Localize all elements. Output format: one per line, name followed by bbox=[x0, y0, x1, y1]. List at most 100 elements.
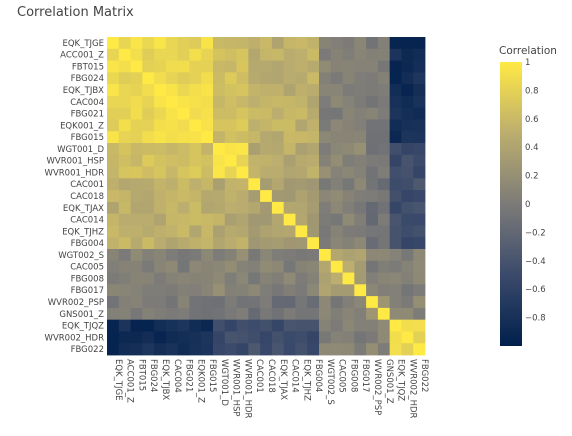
heatmap-cell[interactable] bbox=[236, 284, 249, 297]
heatmap-cell[interactable] bbox=[236, 143, 249, 156]
heatmap-cell[interactable] bbox=[271, 307, 285, 321]
heatmap-cell[interactable] bbox=[389, 319, 402, 332]
heatmap-cell[interactable] bbox=[330, 249, 343, 262]
heatmap-cell[interactable] bbox=[177, 178, 190, 191]
heatmap-cell[interactable] bbox=[342, 72, 355, 85]
heatmap-cell[interactable] bbox=[154, 343, 167, 356]
heatmap-cell[interactable] bbox=[283, 249, 296, 262]
heatmap-cell[interactable] bbox=[224, 95, 237, 109]
heatmap-cell[interactable] bbox=[165, 260, 179, 273]
heatmap-cell[interactable] bbox=[260, 213, 273, 226]
heatmap-cell[interactable] bbox=[307, 343, 320, 356]
heatmap-cell[interactable] bbox=[319, 84, 332, 97]
heatmap-cell[interactable] bbox=[413, 48, 426, 61]
heatmap-cell[interactable] bbox=[165, 60, 179, 73]
heatmap-cell[interactable] bbox=[377, 119, 391, 132]
heatmap-cell[interactable] bbox=[248, 166, 261, 179]
heatmap-cell[interactable] bbox=[354, 143, 367, 156]
heatmap-cell[interactable] bbox=[366, 249, 379, 262]
heatmap-cell[interactable] bbox=[130, 343, 143, 356]
heatmap-cell[interactable] bbox=[213, 225, 226, 238]
heatmap-cell[interactable] bbox=[389, 213, 402, 226]
heatmap-cell[interactable] bbox=[189, 296, 202, 309]
heatmap-cell[interactable] bbox=[389, 201, 402, 215]
heatmap-cell[interactable] bbox=[283, 284, 296, 297]
heatmap-cell[interactable] bbox=[118, 331, 131, 344]
heatmap-cell[interactable] bbox=[307, 107, 320, 120]
heatmap-cell[interactable] bbox=[224, 178, 237, 191]
heatmap-cell[interactable] bbox=[189, 166, 202, 179]
heatmap-cell[interactable] bbox=[213, 131, 226, 144]
heatmap-cell[interactable] bbox=[342, 249, 355, 262]
heatmap-cell[interactable] bbox=[366, 225, 379, 238]
heatmap-cell[interactable] bbox=[224, 107, 237, 120]
heatmap-cell[interactable] bbox=[177, 307, 190, 321]
heatmap-cell[interactable] bbox=[213, 249, 226, 262]
heatmap-cell[interactable] bbox=[248, 201, 261, 215]
heatmap-cell[interactable] bbox=[271, 249, 285, 262]
heatmap-cell[interactable] bbox=[248, 225, 261, 238]
heatmap-cell[interactable] bbox=[295, 284, 308, 297]
heatmap-cell[interactable] bbox=[189, 284, 202, 297]
heatmap-cell[interactable] bbox=[154, 331, 167, 344]
heatmap-cell[interactable] bbox=[107, 154, 120, 167]
heatmap-cell[interactable] bbox=[330, 37, 343, 50]
heatmap-cell[interactable] bbox=[165, 143, 179, 156]
heatmap-cell[interactable] bbox=[165, 107, 179, 120]
heatmap-cell[interactable] bbox=[354, 154, 367, 167]
heatmap-cell[interactable] bbox=[342, 307, 355, 321]
heatmap-cell[interactable] bbox=[107, 107, 120, 120]
heatmap-cell[interactable] bbox=[307, 143, 320, 156]
heatmap-cell[interactable] bbox=[366, 143, 379, 156]
heatmap-cell[interactable] bbox=[130, 72, 143, 85]
heatmap-cell[interactable] bbox=[413, 260, 426, 273]
heatmap-cell[interactable] bbox=[319, 37, 332, 50]
heatmap-cell[interactable] bbox=[107, 190, 120, 203]
heatmap-cell[interactable] bbox=[413, 95, 426, 109]
heatmap-cell[interactable] bbox=[342, 201, 355, 215]
heatmap-cell[interactable] bbox=[201, 154, 214, 167]
heatmap-cell[interactable] bbox=[413, 213, 426, 226]
heatmap-cell[interactable] bbox=[295, 166, 308, 179]
heatmap-cell[interactable] bbox=[330, 201, 343, 215]
heatmap-cell[interactable] bbox=[248, 48, 261, 61]
heatmap-cell[interactable] bbox=[201, 143, 214, 156]
heatmap-cell[interactable] bbox=[401, 249, 414, 262]
heatmap-cell[interactable] bbox=[248, 154, 261, 167]
heatmap-cell[interactable] bbox=[236, 154, 249, 167]
heatmap-cell[interactable] bbox=[118, 296, 131, 309]
heatmap-cell[interactable] bbox=[201, 84, 214, 97]
heatmap-cell[interactable] bbox=[389, 260, 402, 273]
heatmap-cell[interactable] bbox=[213, 95, 226, 109]
heatmap-cell[interactable] bbox=[307, 260, 320, 273]
heatmap-cell[interactable] bbox=[213, 72, 226, 85]
heatmap-cell[interactable] bbox=[189, 95, 202, 109]
heatmap-cell[interactable] bbox=[260, 37, 273, 50]
heatmap-cell[interactable] bbox=[342, 343, 355, 356]
heatmap-cell[interactable] bbox=[271, 260, 285, 273]
heatmap-cell[interactable] bbox=[377, 260, 391, 273]
heatmap-cell[interactable] bbox=[295, 225, 308, 238]
heatmap-cell[interactable] bbox=[295, 119, 308, 132]
heatmap-cell[interactable] bbox=[201, 201, 214, 215]
heatmap-cell[interactable] bbox=[189, 319, 202, 332]
heatmap-cell[interactable] bbox=[389, 84, 402, 97]
heatmap-cell[interactable] bbox=[413, 154, 426, 167]
heatmap-cell[interactable] bbox=[224, 201, 237, 215]
heatmap-cell[interactable] bbox=[260, 319, 273, 332]
heatmap-cell[interactable] bbox=[177, 48, 190, 61]
heatmap-cell[interactable] bbox=[130, 225, 143, 238]
heatmap-cell[interactable] bbox=[142, 60, 155, 73]
heatmap-cell[interactable] bbox=[260, 131, 273, 144]
heatmap-cell[interactable] bbox=[142, 166, 155, 179]
heatmap-cell[interactable] bbox=[165, 119, 179, 132]
heatmap-cell[interactable] bbox=[142, 107, 155, 120]
heatmap-cell[interactable] bbox=[366, 307, 379, 321]
heatmap-cell[interactable] bbox=[271, 60, 285, 73]
heatmap-cell[interactable] bbox=[307, 48, 320, 61]
heatmap-cell[interactable] bbox=[154, 143, 167, 156]
heatmap-cell[interactable] bbox=[260, 60, 273, 73]
heatmap-cell[interactable] bbox=[271, 37, 285, 50]
heatmap-cell[interactable] bbox=[177, 84, 190, 97]
heatmap-cell[interactable] bbox=[389, 48, 402, 61]
